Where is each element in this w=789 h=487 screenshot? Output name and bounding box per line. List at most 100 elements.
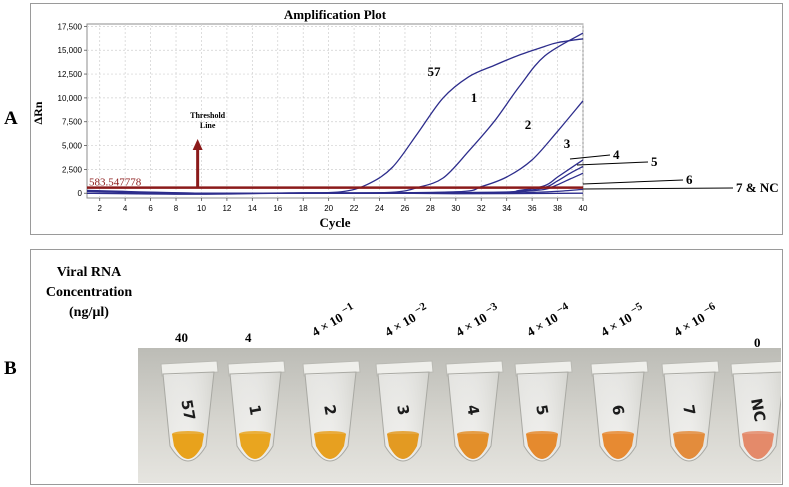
tube-liquid: [602, 434, 634, 459]
threshold-annotation-line2: Line: [200, 121, 216, 130]
tube-marker-label: 1: [245, 403, 265, 416]
x-tick-label: 6: [148, 204, 153, 213]
tube: 2: [302, 360, 361, 462]
x-tick-label: 4: [123, 204, 128, 213]
concentration-label: 0: [754, 335, 761, 350]
title-line-2: Concentration: [45, 285, 133, 300]
series-line-7-nc: [86, 192, 584, 195]
y-tick-label: 17,500: [58, 22, 83, 31]
tube: 5: [514, 360, 573, 462]
curve-label: 1: [471, 90, 478, 105]
curve-label-leader: [576, 161, 649, 166]
y-tick-label: 0: [78, 189, 83, 198]
tube-liquid-surface: [239, 431, 271, 437]
curve-label-leader: [582, 179, 684, 185]
tube-marker-label: 6: [608, 403, 628, 416]
panel-b-letter: B: [4, 358, 17, 379]
tube-liquid-surface: [742, 431, 774, 437]
x-tick-label: 18: [299, 204, 308, 213]
x-tick-label: 22: [350, 204, 359, 213]
tube-marker-label: 7: [679, 403, 699, 416]
curve-label: 6: [686, 172, 693, 187]
tubes: 57 1 2 3 4 5 6 7 NC: [160, 360, 781, 462]
tube-liquid-surface: [526, 431, 558, 437]
amplification-plot: Amplification Plot ΔRn Cycle 2 4 6 8 10 12 14 1…: [31, 7, 779, 230]
tube-liquid: [742, 434, 774, 459]
threshold-annotation-line1: Threshold: [190, 111, 226, 120]
panel-b-frame: [30, 249, 783, 485]
series: [86, 32, 584, 195]
x-tick-label: 2: [97, 204, 102, 213]
panel-a-frame: [30, 3, 783, 235]
x-tick-label: 40: [579, 204, 588, 213]
y-tick-label: 5,000: [62, 142, 83, 151]
tube: 57: [160, 360, 219, 462]
tube-marker-label: 57: [177, 398, 198, 422]
x-tick-label: 32: [477, 204, 486, 213]
tube-liquid: [387, 434, 419, 459]
tube-marker-label: 3: [393, 403, 413, 416]
tube: 6: [590, 360, 649, 462]
tube-liquid: [314, 434, 346, 459]
x-tick-label: 20: [324, 204, 333, 213]
x-tick-label: 34: [502, 204, 511, 213]
tube-photo: 57 1 2 3 4 5 6 7 NC: [138, 348, 781, 483]
curve-label: 57: [428, 64, 442, 79]
x-tick-label: 8: [174, 204, 179, 213]
tube-marker-label: 5: [532, 403, 552, 416]
tube: 7: [661, 360, 720, 462]
curve-label-leader: [569, 154, 611, 160]
x-tick-label: 24: [375, 204, 384, 213]
y-tick-label: 12,500: [58, 70, 83, 79]
tube-marker-label: 4: [463, 403, 483, 416]
tube-liquid: [172, 434, 204, 459]
concentration-label: 4: [245, 330, 252, 345]
tube-liquid-surface: [457, 431, 489, 437]
viral-rna-title: Viral RNA Concentration (ng/µl): [34, 263, 144, 323]
tube: 1: [227, 360, 286, 462]
x-tick-label: 38: [553, 204, 562, 213]
tube-liquid: [673, 434, 705, 459]
curve-label: 4: [613, 147, 620, 162]
x-tick-label: 10: [197, 204, 206, 213]
tube-liquid-surface: [673, 431, 705, 437]
tube: 4: [445, 360, 504, 462]
tube-liquid-surface: [387, 431, 419, 437]
grid: [87, 24, 584, 198]
plot-area: [86, 23, 584, 199]
x-tick-label: 28: [426, 204, 435, 213]
curve-label: 3: [564, 136, 571, 151]
x-tick-label: 14: [248, 204, 257, 213]
tube-liquid-surface: [314, 431, 346, 437]
x-tick-label: 16: [273, 204, 282, 213]
y-axis-label: ΔRn: [31, 101, 45, 124]
ticks: 2 4 6 8 10 12 14 16 18 20 22 24 26 28 30 32 34 36 38 4002,5…: [58, 22, 588, 213]
tube: NC: [730, 360, 781, 462]
panel-a-letter: A: [4, 108, 18, 129]
curve-labels: 57 1 2 3 4 5 6 7 & NC: [428, 64, 779, 195]
y-tick-label: 2,500: [62, 165, 83, 174]
title-line-3: (ng/µl): [69, 305, 109, 320]
chart-title: Amplification Plot: [284, 7, 387, 22]
title-line-1: Viral RNA: [56, 265, 122, 280]
y-tick-label: 15,000: [58, 46, 83, 55]
curve-label: 7 & NC: [736, 180, 779, 195]
tube-marker-label: NC: [747, 397, 769, 423]
y-tick-label: 10,000: [58, 94, 83, 103]
threshold-value-label: 583.547778: [89, 177, 142, 189]
threshold-arrow-head: [192, 139, 203, 150]
x-tick-label: 12: [222, 204, 231, 213]
y-tick-label: 7,500: [62, 118, 83, 127]
tube-marker-label: 2: [320, 403, 340, 416]
curve-label-leader: [582, 187, 734, 190]
tube-liquid: [457, 434, 489, 459]
curve-label: 5: [651, 154, 658, 169]
tube-liquid-surface: [602, 431, 634, 437]
x-axis-label: Cycle: [319, 215, 350, 230]
concentration-label: 40: [175, 330, 188, 345]
x-tick-label: 26: [400, 204, 409, 213]
tube-liquid: [239, 434, 271, 459]
tube-liquid-surface: [172, 431, 204, 437]
tube-liquid: [526, 434, 558, 459]
